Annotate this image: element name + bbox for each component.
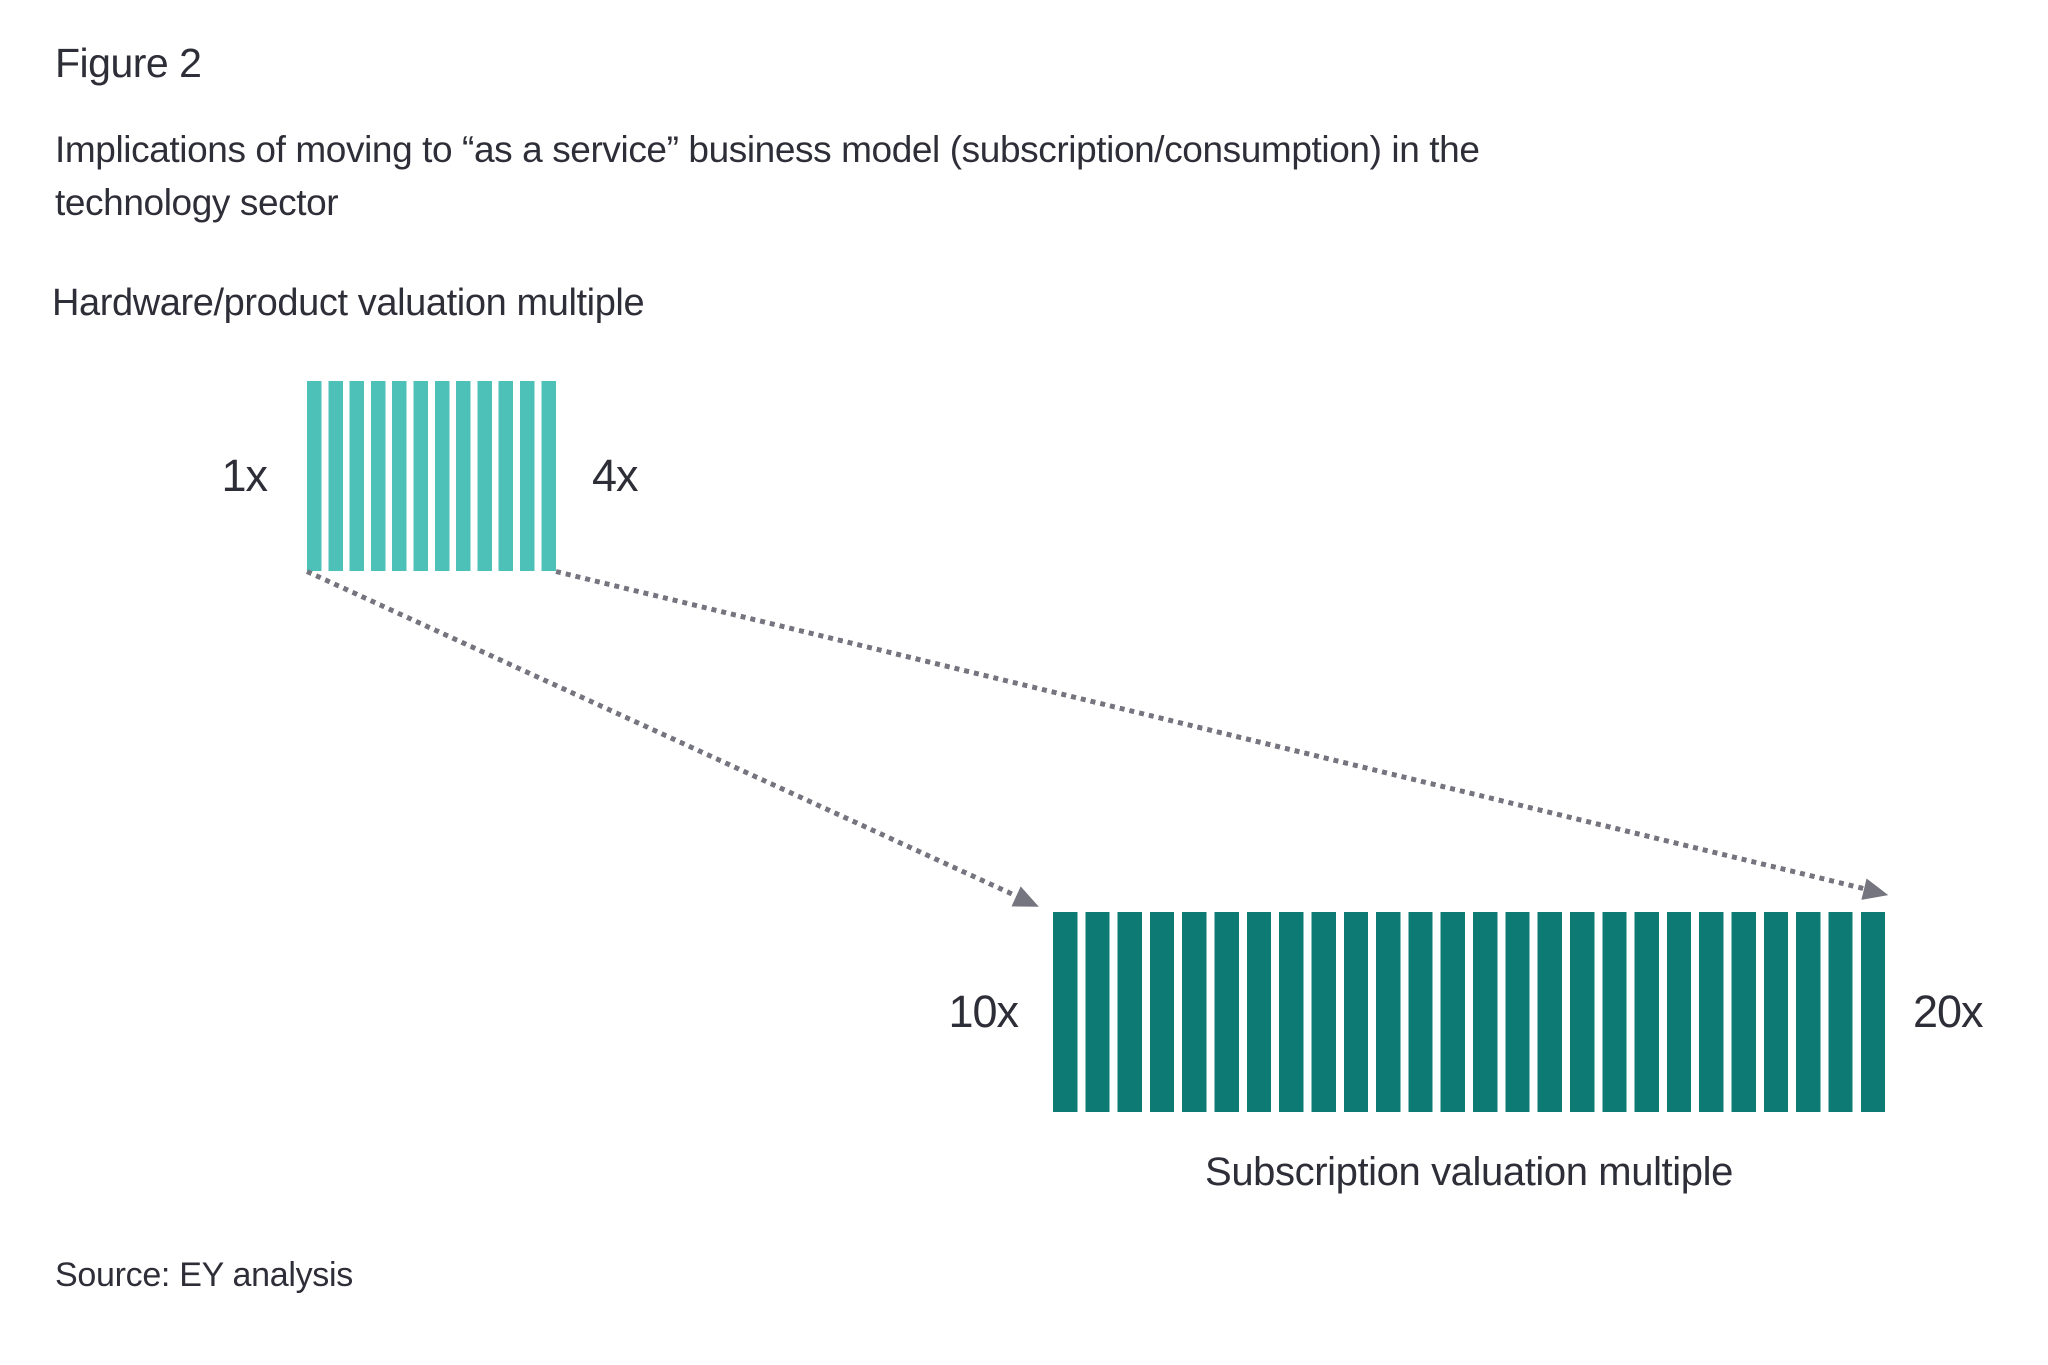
- source-note: Source: EY analysis: [55, 1256, 353, 1294]
- subscription-max-label: 20x: [1913, 986, 1984, 1037]
- dotted-arrow-right: [555, 569, 1891, 906]
- hardware-series-label: Hardware/product valuation multiple: [52, 282, 645, 324]
- hardware-max-label: 4x: [592, 450, 639, 501]
- figure-label: Figure 2: [55, 40, 202, 86]
- subscription-series-label: Subscription valuation multiple: [1205, 1150, 1733, 1194]
- hardware-range-bar: [307, 381, 556, 571]
- subscription-range-bar: [1053, 912, 1885, 1112]
- arrowhead-icon: [1011, 885, 1044, 917]
- arrowhead-icon: [1861, 877, 1891, 906]
- figure-title: Implications of moving to “as a service”…: [55, 129, 1480, 223]
- subscription-min-label: 10x: [948, 986, 1019, 1037]
- hardware-min-label: 1x: [221, 450, 268, 501]
- dotted-arrow-left: [305, 569, 1044, 917]
